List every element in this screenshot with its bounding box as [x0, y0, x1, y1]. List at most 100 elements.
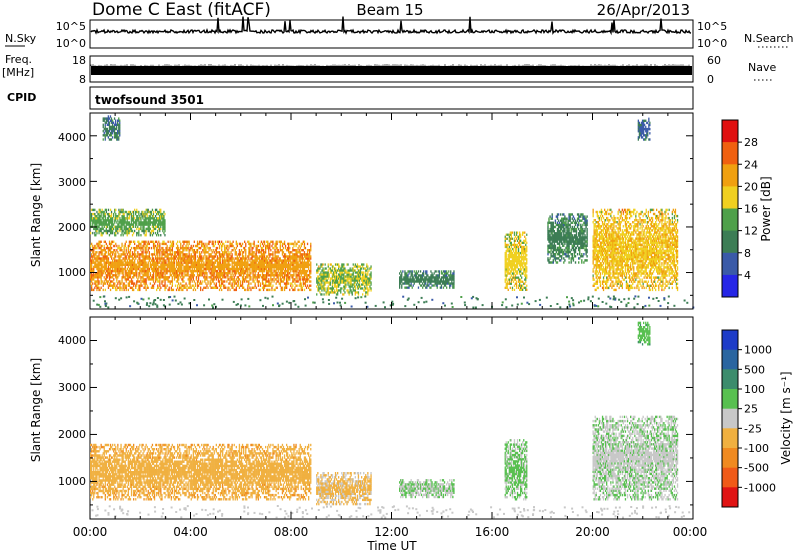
- echo-cell: [123, 244, 125, 248]
- echo-cell: [101, 257, 103, 260]
- echo-cell: [363, 277, 365, 280]
- echo-cell: [515, 282, 518, 285]
- echo-cell: [190, 272, 192, 275]
- echo-cell: [290, 267, 292, 271]
- echo-cell: [162, 251, 164, 254]
- echo-cell: [434, 280, 436, 283]
- echo-cell: [514, 276, 517, 279]
- echo-cell: [179, 253, 181, 256]
- echo-cell: [212, 257, 214, 260]
- echo-cell: [255, 253, 257, 256]
- echo-cell: [182, 280, 184, 283]
- echo-cell: [255, 259, 257, 262]
- echo-cell: [113, 286, 115, 289]
- echo-cell: [197, 257, 200, 260]
- echo-cell: [100, 246, 102, 250]
- echo-cell: [292, 274, 294, 277]
- echo-cell: [261, 242, 264, 246]
- echo-cell: [436, 282, 438, 285]
- echo-cell: [96, 274, 98, 277]
- echo-cell: [102, 217, 104, 220]
- echo-cell: [98, 288, 100, 292]
- echo-cell: [121, 223, 123, 226]
- echo-cell: [253, 255, 255, 258]
- echo-cell: [298, 249, 300, 252]
- echo-cell: [144, 249, 146, 252]
- echo-cell: [182, 278, 184, 281]
- echo-cell: [159, 217, 161, 220]
- echo-cell: [196, 261, 199, 264]
- echo-cell: [218, 251, 221, 254]
- echo-cell: [252, 263, 254, 266]
- echo-cell: [286, 269, 288, 273]
- echo-cell: [292, 278, 294, 281]
- echo-cell: [304, 269, 307, 273]
- echo-cell: [162, 280, 164, 283]
- echo-cell: [98, 217, 100, 220]
- echo-cell: [148, 219, 150, 222]
- echo-cell: [190, 253, 192, 256]
- echo-cell: [271, 263, 273, 266]
- echo-cell: [265, 282, 267, 285]
- echo-cell: [166, 244, 168, 248]
- echo-cell: [167, 263, 169, 266]
- echo-cell: [143, 263, 145, 266]
- echo-cell: [159, 244, 161, 248]
- echo-cell: [295, 259, 297, 262]
- echo-cell: [123, 223, 125, 226]
- echo-cell: [91, 261, 93, 264]
- echo-cell: [338, 267, 340, 270]
- echo-cell: [329, 263, 331, 266]
- echo-cell: [298, 257, 300, 260]
- echo-cell: [248, 282, 250, 285]
- echo-cell: [102, 231, 104, 235]
- echo-cell: [181, 288, 183, 292]
- echo-cell: [239, 272, 242, 275]
- echo-cell: [288, 276, 290, 279]
- echo-cell: [105, 219, 107, 222]
- echo-cell: [362, 263, 364, 266]
- echo-cell: [271, 265, 273, 269]
- echo-cell: [114, 234, 116, 237]
- echo-cell: [207, 257, 209, 260]
- echo-cell: [137, 219, 139, 222]
- echo-cell: [121, 263, 123, 266]
- echo-cell: [155, 261, 157, 264]
- echo-cell: [200, 263, 202, 266]
- echo-cell: [93, 265, 95, 269]
- echo-cell: [165, 276, 167, 279]
- echo-cell: [274, 265, 276, 269]
- echo-cell: [114, 284, 116, 287]
- echo-cell: [261, 267, 264, 271]
- echo-cell: [240, 263, 243, 266]
- echo-cell: [108, 282, 111, 285]
- echo-cell: [400, 276, 402, 279]
- echo-cell: [110, 138, 113, 141]
- echo-cell: [301, 288, 303, 292]
- echo-cell: [171, 272, 173, 275]
- echo-cell: [124, 257, 126, 260]
- echo-cell: [282, 261, 285, 264]
- echo-cell: [317, 267, 319, 270]
- echo-cell: [352, 279, 354, 282]
- echo-cell: [164, 286, 166, 289]
- echo-cell: [100, 276, 102, 279]
- echo-cell: [423, 278, 425, 281]
- echo-cell: [248, 255, 250, 258]
- echo-cell: [204, 246, 206, 250]
- echo-cell: [93, 269, 95, 273]
- echo-cell: [509, 241, 511, 244]
- echo-cell: [151, 274, 154, 277]
- echo-cell: [212, 263, 214, 266]
- echo-cell: [129, 251, 132, 254]
- echo-cell: [185, 240, 187, 243]
- echo-cell: [126, 263, 128, 266]
- echo-cell: [96, 259, 98, 262]
- echo-cell: [150, 276, 153, 279]
- echo-cell: [512, 249, 515, 253]
- echo-cell: [215, 276, 217, 279]
- echo-cell: [327, 289, 329, 292]
- echo-cell: [263, 265, 266, 269]
- echo-cell: [133, 274, 135, 277]
- echo-cell: [262, 240, 265, 243]
